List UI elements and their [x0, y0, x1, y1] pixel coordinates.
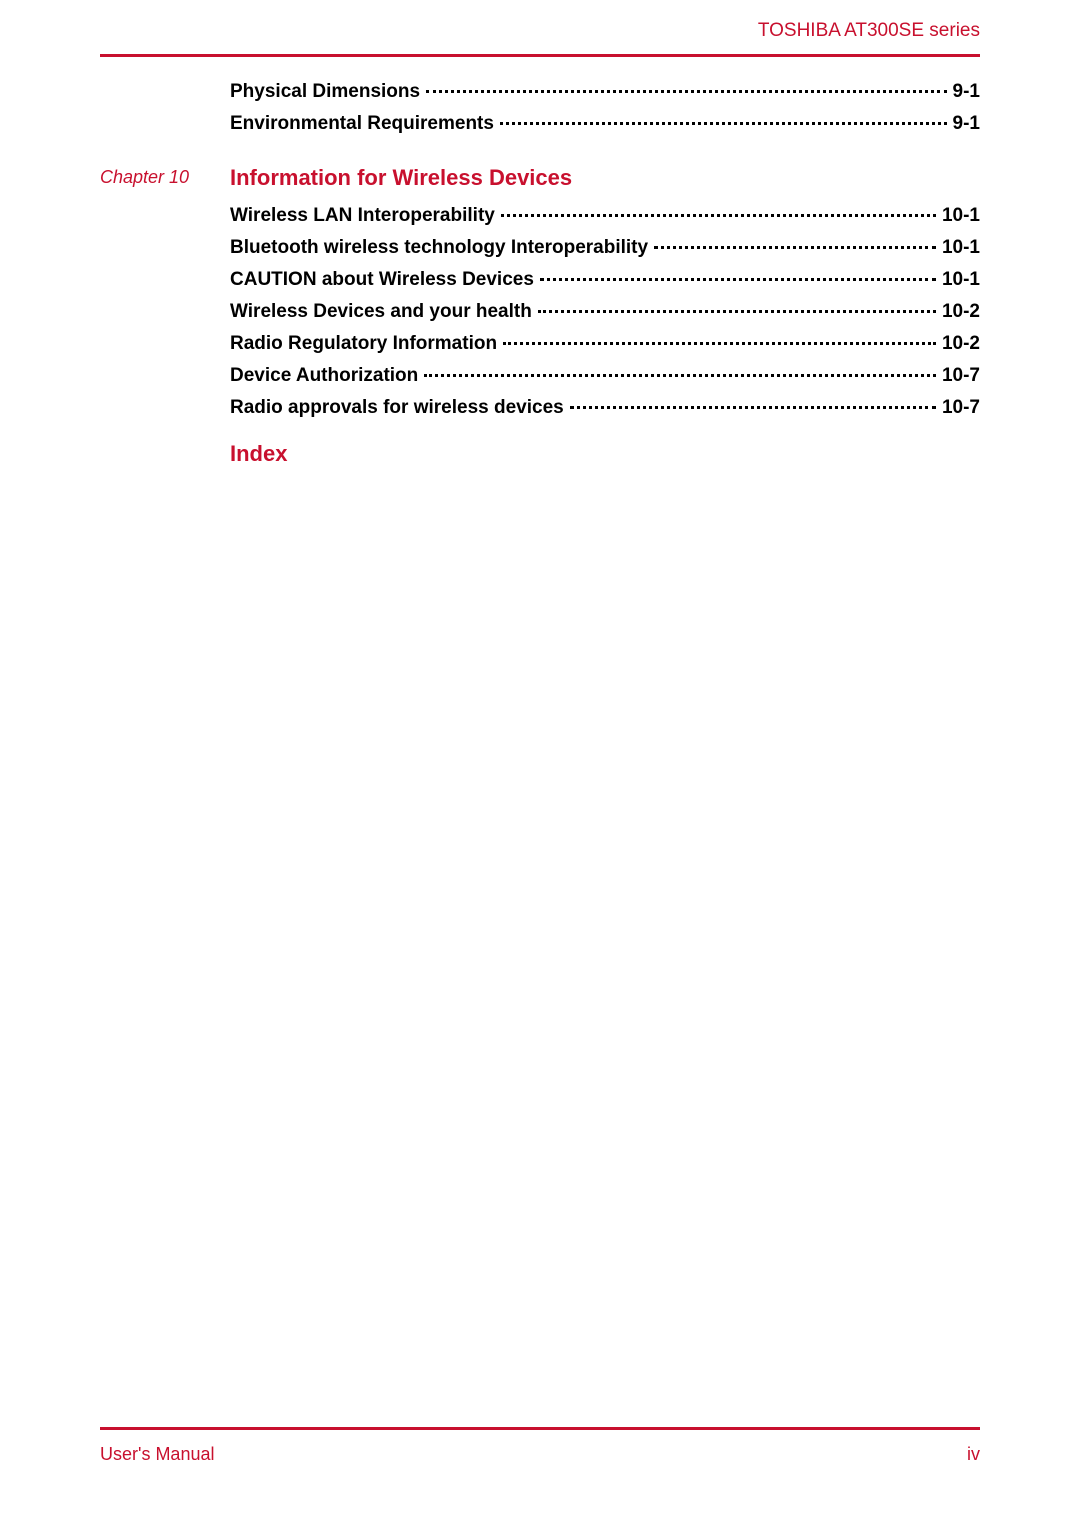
toc-entry-title: Physical Dimensions — [230, 81, 420, 103]
toc-entry-title: CAUTION about Wireless Devices — [230, 269, 534, 291]
toc-entry[interactable]: Wireless LAN Interoperability 10-1 — [230, 205, 980, 227]
footer-rule — [100, 1427, 980, 1430]
toc-entry-title: Environmental Requirements — [230, 113, 494, 135]
toc-entry[interactable]: CAUTION about Wireless Devices 10-1 — [230, 269, 980, 291]
toc-leader-dots — [570, 406, 936, 409]
toc-entry-page: 10-7 — [942, 397, 980, 419]
toc-entry-page: 10-1 — [942, 269, 980, 291]
toc-entry-title: Radio approvals for wireless devices — [230, 397, 564, 419]
toc-entry-title: Wireless Devices and your health — [230, 301, 532, 323]
toc-entry-page: 10-2 — [942, 301, 980, 323]
toc-leader-dots — [500, 122, 947, 125]
chapter-block: Chapter 10 Information for Wireless Devi… — [100, 165, 980, 467]
toc-entry-page: 10-1 — [942, 237, 980, 259]
toc-entry-page: 9-1 — [953, 113, 980, 135]
toc-entry[interactable]: Wireless Devices and your health 10-2 — [230, 301, 980, 323]
toc-entry-page: 10-7 — [942, 365, 980, 387]
footer-left-text: User's Manual — [100, 1444, 214, 1465]
header-rule — [100, 54, 980, 57]
toc-entry[interactable]: Device Authorization 10-7 — [230, 365, 980, 387]
toc-entry-title: Bluetooth wireless technology Interopera… — [230, 237, 648, 259]
toc-leader-dots — [503, 342, 936, 345]
chapter-heading[interactable]: Information for Wireless Devices — [230, 165, 980, 191]
toc-leader-dots — [538, 310, 936, 313]
chapter-label: Chapter 10 — [100, 165, 230, 467]
page-footer: User's Manual iv — [100, 1427, 980, 1465]
toc-leader-dots — [654, 246, 936, 249]
toc-entry-title: Device Authorization — [230, 365, 418, 387]
footer-page-number: iv — [967, 1444, 980, 1465]
toc-entry[interactable]: Bluetooth wireless technology Interopera… — [230, 237, 980, 259]
toc-entry-page: 9-1 — [953, 81, 980, 103]
toc-entry-page: 10-1 — [942, 205, 980, 227]
toc-entry[interactable]: Environmental Requirements 9-1 — [230, 113, 980, 135]
toc-leader-dots — [424, 374, 936, 377]
toc-entry[interactable]: Physical Dimensions 9-1 — [230, 81, 980, 103]
toc-entry-title: Wireless LAN Interoperability — [230, 205, 495, 227]
toc-entry[interactable]: Radio Regulatory Information 10-2 — [230, 333, 980, 355]
toc-leader-dots — [501, 214, 936, 217]
pre-chapter-entries: Physical Dimensions 9-1 Environmental Re… — [230, 81, 980, 145]
chapter-entries: Information for Wireless Devices Wireles… — [230, 165, 980, 467]
header-product-name: TOSHIBA AT300SE series — [100, 20, 980, 54]
pre-chapter-block: Physical Dimensions 9-1 Environmental Re… — [100, 81, 980, 145]
toc-leader-dots — [540, 278, 936, 281]
toc-entry-page: 10-2 — [942, 333, 980, 355]
toc-entry-title: Radio Regulatory Information — [230, 333, 497, 355]
chapter-label-empty — [100, 81, 230, 145]
index-heading[interactable]: Index — [230, 441, 980, 467]
toc-leader-dots — [426, 90, 946, 93]
toc-entry[interactable]: Radio approvals for wireless devices 10-… — [230, 397, 980, 419]
